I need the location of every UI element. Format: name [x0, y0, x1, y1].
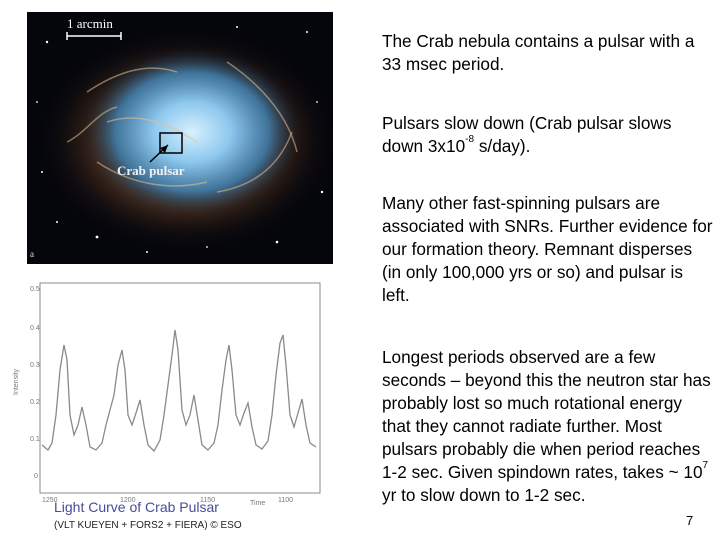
panel-letter: a [30, 249, 34, 259]
paragraph-crab-period: The Crab nebula contains a pulsar with a… [382, 31, 695, 74]
y-axis-label: Intensity [13, 368, 20, 395]
slide-number: 7 [686, 513, 694, 528]
x-tick: 1150 [200, 497, 215, 504]
crab-nebula-image: 1 arcmin Crab pulsar a [27, 12, 333, 264]
exponent: 7 [702, 460, 709, 471]
y-tick: 0.2 [30, 399, 40, 406]
text-run: Pulsars slow down (Crab pulsar slows dow… [382, 113, 672, 156]
nebula-graphic [36, 26, 333, 253]
light-curve-graphic: 0.5 0.4 0.3 0.2 0.1 0 1250 1200 1150 110… [13, 282, 321, 507]
exponent: -8 [465, 134, 475, 145]
y-tick: 0.3 [30, 362, 40, 369]
y-tick: 0.5 [30, 286, 40, 293]
paragraph-snr: Many other fast-spinning pulsars are ass… [382, 193, 713, 305]
pulsar-label: Crab pulsar [117, 163, 185, 178]
x-tick: 1250 [42, 497, 58, 504]
x-axis-label: Time [250, 500, 265, 507]
scale-label: 1 arcmin [67, 16, 113, 31]
y-tick: 0.4 [30, 325, 40, 332]
y-tick: 0 [34, 473, 38, 480]
paragraph-slowdown: Pulsars slow down (Crab pulsar slows dow… [382, 112, 714, 158]
y-tick: 0.1 [30, 436, 40, 443]
text-run: yr to slow down to 1-2 sec. [382, 485, 586, 505]
text-run: s/day). [474, 136, 531, 156]
x-tick: 1200 [120, 497, 136, 504]
text-run: Longest periods observed are a few secon… [382, 347, 711, 482]
x-tick: 1100 [278, 497, 293, 504]
light-curve-image: 0.5 0.4 0.3 0.2 0.1 0 1250 1200 1150 110… [10, 275, 328, 539]
light-curve-credit: (VLT KUEYEN + FORS2 + FIERA) © ESO [54, 520, 242, 531]
light-curve-title: Light Curve of Crab Pulsar [54, 499, 219, 515]
paragraph-longest-periods: Longest periods observed are a few secon… [382, 346, 714, 507]
